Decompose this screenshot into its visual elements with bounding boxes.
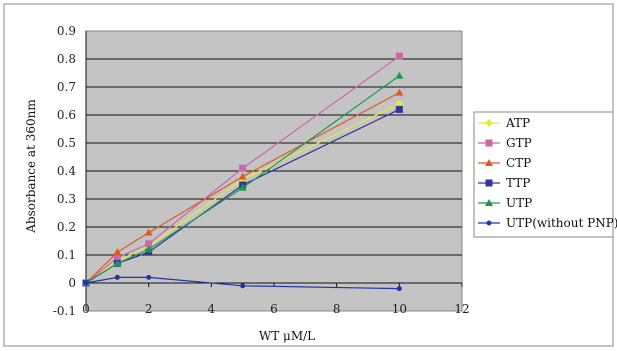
legend-box bbox=[473, 111, 614, 238]
x-tick-label: 2 bbox=[145, 302, 153, 316]
data-point bbox=[395, 71, 404, 79]
data-point bbox=[113, 254, 121, 262]
legend-label: UTP(without PNP) bbox=[506, 216, 617, 230]
legend-label: ATP bbox=[505, 116, 530, 130]
data-point bbox=[238, 183, 247, 191]
data-point bbox=[396, 286, 402, 292]
data-point bbox=[239, 164, 247, 172]
legend: ATP GTP CTP TTP UTP UTP(without PNP) bbox=[473, 111, 617, 238]
x-axis-title: WT μM/L bbox=[259, 329, 315, 343]
legend-marker bbox=[485, 159, 493, 166]
legend-item: GTP bbox=[478, 136, 532, 150]
y-tick-label: 0.3 bbox=[57, 192, 76, 206]
legend-item: CTP bbox=[478, 156, 531, 170]
x-tick-label: 4 bbox=[208, 302, 216, 316]
data-point bbox=[83, 280, 89, 286]
legend-item: ATP bbox=[478, 116, 530, 130]
data-point bbox=[113, 248, 122, 256]
data-point bbox=[114, 274, 120, 280]
x-tick-label: 12 bbox=[454, 302, 469, 316]
data-point bbox=[144, 228, 153, 236]
data-point bbox=[395, 105, 403, 113]
y-axis-title: Absorbance at 360nm bbox=[24, 99, 38, 234]
legend-marker bbox=[485, 139, 493, 147]
y-tick-label: 0.5 bbox=[57, 136, 76, 150]
y-tick-label: 0.6 bbox=[57, 108, 76, 122]
data-point bbox=[395, 99, 404, 108]
data-point bbox=[238, 172, 247, 180]
data-point bbox=[145, 240, 153, 248]
x-tick-label: 0 bbox=[82, 302, 90, 316]
series-utp-without-pnp- bbox=[83, 274, 402, 292]
y-tick-label: 0.4 bbox=[57, 164, 76, 178]
x-tick-label: 8 bbox=[333, 302, 341, 316]
legend-item: UTP bbox=[478, 196, 532, 210]
y-tick-label: 0.8 bbox=[57, 52, 76, 66]
legend-label: TTP bbox=[506, 176, 530, 190]
data-point bbox=[240, 283, 246, 289]
legend-marker bbox=[485, 119, 493, 127]
legend-marker bbox=[486, 220, 492, 226]
y-tick-label: 0.2 bbox=[57, 220, 76, 234]
legend-marker bbox=[485, 179, 493, 187]
legend-label: UTP bbox=[506, 196, 532, 210]
legend-item: TTP bbox=[478, 176, 530, 190]
legend-marker bbox=[485, 199, 493, 206]
data-point bbox=[146, 274, 152, 280]
x-tick-label: 10 bbox=[392, 302, 407, 316]
data-point bbox=[144, 245, 153, 253]
data-point bbox=[113, 259, 122, 267]
y-tick-label: 0.1 bbox=[57, 248, 76, 262]
y-tick-label: 0 bbox=[68, 276, 76, 290]
data-point bbox=[395, 52, 403, 60]
legend-label: CTP bbox=[506, 156, 531, 170]
legend-item: UTP(without PNP) bbox=[478, 216, 617, 230]
y-tick-label: 0.7 bbox=[57, 80, 76, 94]
y-tick-label: 0.9 bbox=[57, 24, 76, 38]
x-tick-label: 6 bbox=[270, 302, 278, 316]
legend-label: GTP bbox=[506, 136, 532, 150]
y-tick-label: -0.1 bbox=[53, 304, 76, 318]
data-point bbox=[395, 88, 404, 96]
